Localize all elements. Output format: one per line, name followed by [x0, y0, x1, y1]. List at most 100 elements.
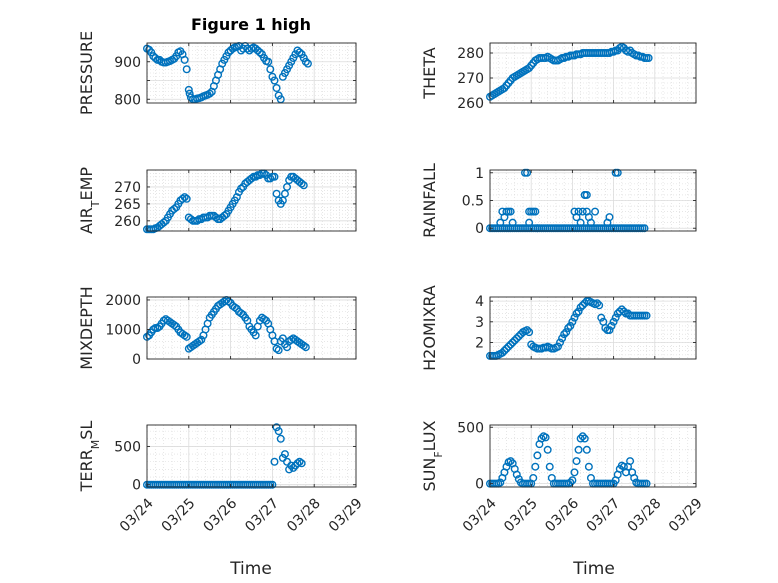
x-tick-label: 03/24 — [117, 495, 157, 535]
data-point — [570, 313, 579, 322]
x-tick-label: 03/29 — [666, 495, 706, 535]
data-point — [580, 434, 589, 443]
data-point — [500, 346, 509, 355]
y-tick-label: 800 — [114, 92, 141, 108]
data-point — [197, 335, 206, 344]
y-tick-label: 260 — [114, 214, 141, 230]
data-point — [640, 224, 649, 233]
x-tick-label: 03/28 — [284, 495, 324, 535]
axes-box — [146, 424, 357, 488]
data-point — [572, 457, 581, 466]
data-point — [289, 463, 298, 472]
plot-background — [147, 297, 356, 359]
y-tick-label: 1 — [475, 166, 484, 182]
data-point — [270, 76, 279, 85]
data-point — [630, 473, 639, 482]
data-point — [558, 334, 567, 343]
data-point — [504, 342, 513, 351]
data-point — [251, 331, 260, 340]
y-axis-label: RAINFALL — [420, 163, 439, 238]
x-tick-label: 03/26 — [201, 495, 241, 535]
data-point — [508, 218, 517, 227]
xlabel-right: Time — [572, 559, 615, 579]
data-point — [512, 470, 521, 479]
y-axis-label: AIRTEMP — [77, 167, 102, 234]
data-point — [182, 332, 191, 341]
data-point — [266, 174, 275, 183]
data-point — [295, 48, 304, 57]
data-point — [533, 224, 542, 233]
x-tick-label: 03/26 — [542, 495, 582, 535]
y-axis-label: SUNFLUX — [420, 420, 445, 491]
data-point — [578, 301, 587, 310]
data-point — [301, 343, 310, 352]
axes-6: 2 3 4 H2OMIXRA — [420, 285, 697, 371]
data-point — [299, 181, 308, 190]
data-point — [255, 48, 264, 57]
data-point — [178, 194, 187, 203]
data-point — [498, 348, 507, 357]
data-point — [529, 473, 538, 482]
data-point — [297, 459, 306, 468]
y-tick-label: 0.5 — [462, 194, 484, 210]
data-point — [266, 65, 275, 74]
data-point — [274, 427, 283, 436]
data-point — [613, 168, 622, 177]
data-point — [496, 478, 505, 487]
y-tick-label: 500 — [114, 439, 141, 455]
data-point — [611, 313, 620, 322]
data-point — [553, 342, 562, 351]
x-tick-label: 03/25 — [159, 495, 199, 535]
data-point — [270, 457, 279, 466]
data-point — [572, 309, 581, 318]
figure-title: Figure 1 high — [191, 15, 311, 34]
data-point — [264, 57, 273, 66]
data-point — [595, 301, 604, 310]
y-tick-label: 3 — [475, 315, 484, 331]
y-tick-label: 270 — [114, 180, 141, 196]
data-point — [237, 184, 246, 193]
data-point — [496, 218, 505, 227]
data-point — [576, 218, 585, 227]
data-point — [586, 218, 595, 227]
data-point — [578, 432, 587, 441]
data-point — [151, 54, 160, 63]
data-point — [180, 193, 189, 202]
axes-box — [489, 424, 697, 488]
data-point — [301, 57, 310, 66]
data-point — [272, 189, 281, 198]
axes-box — [146, 169, 357, 232]
y-tick-label: 260 — [457, 96, 484, 112]
data-point — [566, 478, 575, 487]
data-point — [609, 317, 618, 326]
data-point — [570, 468, 579, 477]
data-point — [283, 182, 292, 191]
data-point — [525, 218, 534, 227]
y-tick-label: 0 — [475, 221, 484, 237]
data-point — [607, 321, 616, 330]
data-point — [514, 332, 523, 341]
data-point — [564, 324, 573, 333]
axes-5: 0 1000 2000 MIXDEPTH — [77, 286, 357, 370]
x-tick-label: 03/29 — [326, 495, 366, 535]
y-tick-label: 0 — [132, 352, 141, 368]
plot-background — [490, 425, 696, 487]
data-point — [574, 307, 583, 316]
y-tick-label: 280 — [457, 46, 484, 62]
data-point — [512, 334, 521, 343]
data-point — [508, 338, 517, 347]
data-point — [184, 85, 193, 94]
data-point — [556, 338, 565, 347]
y-tick-label: 4 — [475, 294, 484, 310]
data-point — [525, 328, 534, 337]
plot-background — [147, 425, 356, 487]
data-point — [193, 216, 202, 225]
y-tick-label: 500 — [457, 420, 484, 436]
axes-box — [146, 296, 357, 360]
data-point — [560, 330, 569, 339]
data-point — [543, 445, 552, 454]
data-point — [159, 218, 168, 227]
